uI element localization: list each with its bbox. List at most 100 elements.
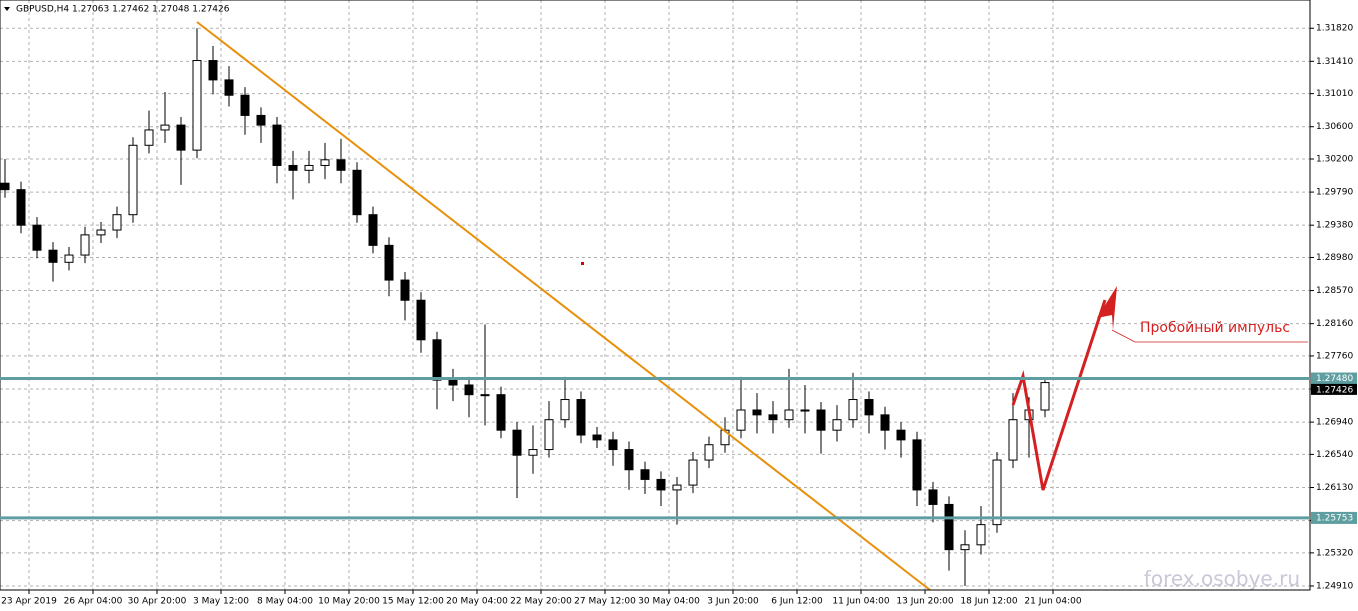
candle-body <box>336 159 346 171</box>
candle-body <box>400 279 410 301</box>
arrow-head <box>1097 286 1117 330</box>
candles <box>0 28 1050 586</box>
candle-body <box>464 384 474 396</box>
candle-body <box>672 484 682 491</box>
candle-body <box>32 224 42 251</box>
candle-body <box>160 124 170 131</box>
candle-body <box>64 254 74 263</box>
y-tick-label: 1.25320 <box>1316 548 1353 558</box>
x-tick-label: 11 Jun 04:00 <box>832 597 889 607</box>
candle-body <box>416 299 426 341</box>
x-tick-label: 10 May 20:00 <box>318 597 380 607</box>
candle-body <box>112 214 122 231</box>
candle-body <box>96 229 106 236</box>
candle-body <box>208 60 218 81</box>
chart-title: GBPUSD,H4 1.27063 1.27462 1.27048 1.2742… <box>16 5 230 15</box>
candle-body <box>544 419 554 451</box>
candle-body <box>480 394 490 397</box>
candle-body <box>368 214 378 246</box>
candle-body <box>256 114 266 126</box>
candle-body <box>592 434 602 441</box>
candle-body <box>320 159 330 166</box>
candle-body <box>0 182 10 191</box>
candle-body <box>912 439 922 491</box>
candle-body <box>432 339 442 381</box>
forecast-arrow <box>1011 299 1107 491</box>
x-tick-label: 22 May 20:00 <box>510 597 572 607</box>
y-tick-label: 1.30200 <box>1316 155 1353 165</box>
price-label: 1.27426 <box>1316 385 1353 395</box>
candle-body <box>656 478 666 491</box>
y-tick-label: 1.30600 <box>1316 122 1353 132</box>
x-tick-label: 26 Apr 04:00 <box>64 597 123 607</box>
candle-body <box>848 399 858 421</box>
y-tick-label: 1.31010 <box>1316 89 1353 99</box>
price-tag <box>1311 383 1357 395</box>
x-tick-label: 18 Jun 12:00 <box>960 597 1017 607</box>
y-tick-label: 1.27760 <box>1316 351 1353 361</box>
candle-body <box>944 503 954 551</box>
y-tick-label: 1.29380 <box>1316 221 1353 231</box>
y-tick-label: 1.31820 <box>1316 24 1353 34</box>
candle-body <box>928 489 938 505</box>
candle-body <box>976 524 986 546</box>
candle-body <box>800 409 810 412</box>
x-tick-label: 23 Apr 2019 <box>1 597 57 607</box>
candle-body <box>784 409 794 421</box>
candle-body <box>832 419 842 431</box>
x-tick-label: 3 Jun 20:00 <box>707 597 759 607</box>
level-tag <box>1311 372 1357 385</box>
candle-body <box>128 144 138 216</box>
annotation: Пробойный импульс <box>1140 320 1290 336</box>
level-label: 1.27480 <box>1316 374 1353 384</box>
grid <box>0 0 1310 590</box>
annotation-leader <box>1111 329 1308 343</box>
x-tick-label: 15 May 12:00 <box>382 597 444 607</box>
candle-body <box>864 399 874 416</box>
y-tick-label: 1.29790 <box>1316 188 1353 198</box>
candle-body <box>640 469 650 480</box>
y-tick-label: 1.26130 <box>1316 483 1353 493</box>
y-tick-label: 1.26540 <box>1316 450 1353 460</box>
y-tick-label: 1.28570 <box>1316 286 1353 296</box>
candle-body <box>880 414 890 431</box>
candle-body <box>48 249 58 263</box>
candle-body <box>240 94 250 116</box>
candle-body <box>384 244 394 281</box>
x-tick-label: 6 Jun 12:00 <box>771 597 823 607</box>
level-tag <box>1311 511 1357 524</box>
x-tick-label: 3 May 12:00 <box>193 597 249 607</box>
x-tick-label: 21 Jun 04:00 <box>1024 597 1081 607</box>
level-label: 1.25753 <box>1316 513 1353 523</box>
y-tick-label: 1.28160 <box>1316 319 1353 329</box>
x-tick-label: 27 May 12:00 <box>574 597 636 607</box>
candle-body <box>144 129 154 146</box>
y-tick-label: 1.28980 <box>1316 253 1353 263</box>
trend-line <box>196 21 931 591</box>
candle-body <box>960 544 970 551</box>
candle-body <box>1008 419 1018 461</box>
candle-body <box>448 379 458 386</box>
watermark: forex.osobye.ru <box>1144 567 1300 591</box>
candle-body <box>608 439 618 451</box>
y-tick-label: 1.24910 <box>1316 581 1353 591</box>
candle-body <box>272 124 282 166</box>
candle-body <box>688 459 698 486</box>
candle-body <box>896 429 906 441</box>
candle-body <box>288 164 298 171</box>
candle-body <box>768 414 778 421</box>
menu-arrow <box>4 7 10 11</box>
candle-body <box>576 399 586 436</box>
x-tick-label: 8 May 04:00 <box>257 597 313 607</box>
y-tick-label: 1.26940 <box>1316 418 1353 428</box>
marker <box>581 262 584 265</box>
candle-body <box>496 394 506 431</box>
candle-body <box>512 429 522 456</box>
candle-body <box>528 449 538 456</box>
y-tick-label: 1.31410 <box>1316 57 1353 67</box>
x-tick-label: 30 Apr 20:00 <box>128 597 187 607</box>
x-tick-label: 20 May 04:00 <box>446 597 508 607</box>
candle-body <box>16 189 26 226</box>
